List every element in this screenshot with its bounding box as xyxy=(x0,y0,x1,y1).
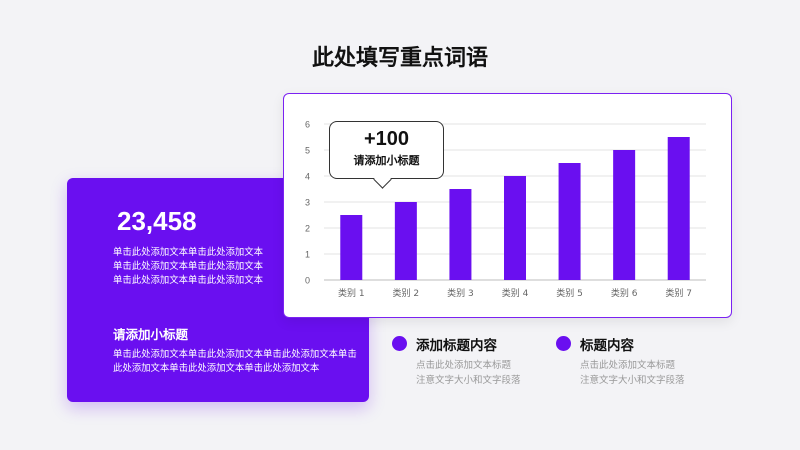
bar xyxy=(504,176,526,280)
x-tick-label: 类别 1 xyxy=(338,287,365,299)
x-tick-label: 类别 5 xyxy=(556,287,583,299)
legend-dot-icon xyxy=(556,336,571,351)
bar xyxy=(558,163,581,280)
stat-number: 23,458 xyxy=(117,206,197,236)
stat-subtitle: 请添加小标题 xyxy=(113,327,189,342)
chart-card: 0 1 2 3 4 5 6 类别 1 类别 2 类别 3 类别 4 类别 5 类别 6 类别 7 xyxy=(283,93,732,318)
y-tick-label: 3 xyxy=(305,198,310,208)
y-tick-label: 1 xyxy=(305,250,310,260)
legend-dot-icon xyxy=(392,336,407,351)
callout-value: +100 xyxy=(363,128,410,150)
stat-description-2: 单击此处添加文本单击此处添加文本单击此处添加文本单击此处添加文本单击此处添加文本… xyxy=(113,349,357,374)
bar xyxy=(667,137,690,280)
y-tick-label: 2 xyxy=(305,224,310,234)
legend-description: 点击此处添加文本标题 注意文字大小和文字段落 xyxy=(416,358,521,388)
x-tick-label: 类别 7 xyxy=(665,287,692,299)
legend-line-1: 点击此处添加文本标题 xyxy=(580,360,676,371)
bar-chart: 0 1 2 3 4 5 6 类别 1 类别 2 类别 3 类别 4 类别 5 类别 6 类别 7 xyxy=(305,120,706,299)
bar xyxy=(449,189,472,280)
callout-bubble: +100 请添加小标题 xyxy=(329,121,444,189)
callout-label: 请添加小标题 xyxy=(353,154,420,167)
bar xyxy=(613,150,636,280)
x-tick-label: 类别 4 xyxy=(502,287,529,299)
page-title: 此处填写重点词语 xyxy=(311,46,488,71)
x-tick-label: 类别 6 xyxy=(611,287,638,299)
y-tick-label: 0 xyxy=(305,276,310,286)
y-tick-label: 4 xyxy=(305,172,310,182)
legend-line-2: 注意文字大小和文字段落 xyxy=(580,375,685,386)
legend-title: 添加标题内容 xyxy=(416,338,497,354)
bar xyxy=(340,215,363,280)
legend-description: 点击此处添加文本标题 注意文字大小和文字段落 xyxy=(580,358,685,388)
y-tick-label: 5 xyxy=(305,146,310,156)
legend-line-2: 注意文字大小和文字段落 xyxy=(416,375,521,386)
y-tick-label: 6 xyxy=(305,120,310,130)
x-tick-label: 类别 2 xyxy=(393,287,420,299)
bar xyxy=(394,202,417,280)
legend-line-1: 点击此处添加文本标题 xyxy=(416,360,512,371)
legend-title: 标题内容 xyxy=(580,338,634,354)
x-tick-label: 类别 3 xyxy=(447,287,474,299)
stat-description: 单击此处添加文本单击此处添加文本单击此处添加文本单击此处添加文本单击此处添加文本… xyxy=(113,247,264,286)
